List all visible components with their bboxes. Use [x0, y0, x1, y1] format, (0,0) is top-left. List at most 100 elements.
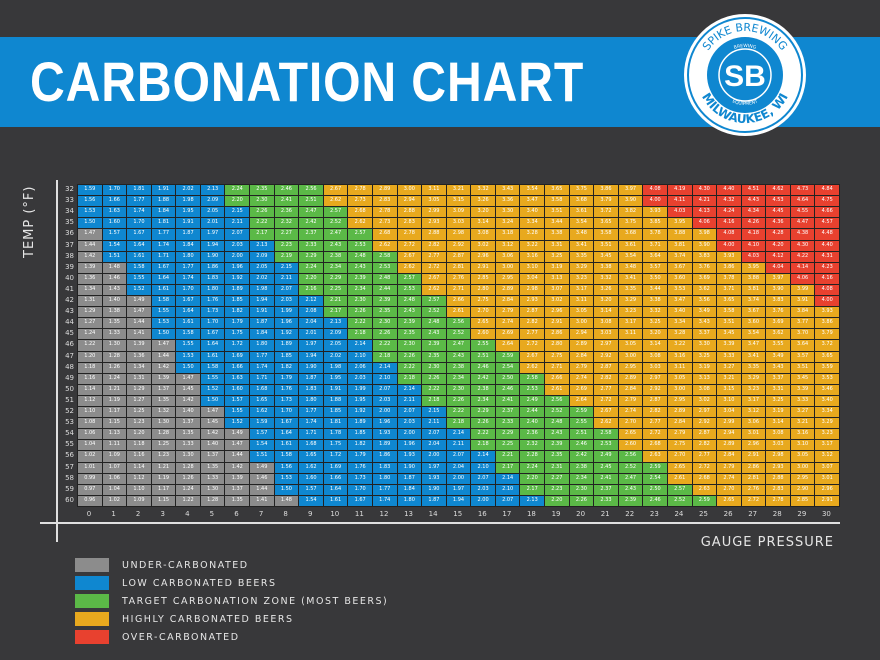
y-axis-line: [56, 180, 58, 542]
temperature-tick-label: 46: [65, 340, 74, 349]
pressure-tick-label: 10: [330, 510, 340, 518]
temperature-tick-label: 40: [65, 273, 74, 282]
temperature-tick-label: 36: [65, 229, 74, 238]
heatmap-cell: 1.48: [273, 494, 300, 507]
heatmap-cell: 1.35: [224, 494, 251, 507]
pressure-tick-label: 21: [600, 510, 610, 518]
legend-label: UNDER-CARBONATED: [122, 559, 249, 571]
legend-label: OVER-CARBONATED: [122, 631, 240, 643]
temperature-tick-label: 48: [65, 362, 74, 371]
temperature-tick-label: 41: [65, 284, 74, 293]
temperature-tick-label: 60: [65, 495, 74, 504]
pressure-tick-label: 13: [404, 510, 413, 518]
heatmap-cell: 2.72: [740, 494, 767, 507]
legend: UNDER-CARBONATED LOW CARBONATED BEERS TA…: [75, 556, 388, 646]
heatmap-cell: 1.54: [298, 494, 324, 507]
pressure-tick-label: 17: [502, 510, 512, 518]
temperature-tick-label: 47: [65, 351, 74, 360]
temperature-tick-label: 51: [65, 395, 74, 404]
svg-text:EQUIPMENT: EQUIPMENT: [731, 98, 759, 107]
pressure-tick-label: 23: [649, 510, 659, 518]
legend-item-target: TARGET CARBONATION ZONE (MOST BEERS): [75, 592, 388, 610]
pressure-tick-label: 30: [821, 510, 831, 518]
pressure-tick-label: 25: [699, 510, 708, 518]
temperature-tick-label: 50: [65, 384, 74, 393]
pressure-tick-label: 19: [551, 510, 561, 518]
temperature-tick-label: 45: [65, 329, 74, 338]
temperature-tick-label: 44: [65, 318, 74, 327]
heatmap-cell: 2.46: [642, 494, 668, 507]
heatmap-cell: 1.09: [126, 494, 152, 507]
heatmap-cell: 2.20: [544, 494, 570, 507]
pressure-tick-label: 27: [748, 510, 758, 518]
heatmap-cell: 4.40: [814, 239, 840, 252]
pressure-tick-label: 22: [625, 510, 635, 518]
temperature-tick-label: 37: [65, 240, 74, 249]
pressure-tick-label: 15: [453, 510, 463, 518]
pressure-tick-label: 7: [258, 510, 264, 518]
pressure-tick-label: 14: [428, 510, 438, 518]
page-title: CARBONATION CHART: [30, 50, 585, 113]
legend-swatch: [75, 630, 109, 644]
temperature-tick-label: 57: [65, 462, 74, 471]
legend-swatch: [75, 612, 109, 626]
heatmap-cell: 1.28: [199, 494, 226, 507]
pressure-tick-label: 2: [135, 510, 141, 518]
heatmap-cell: 1.67: [347, 494, 373, 507]
temperature-tick-label: 34: [65, 207, 74, 216]
heatmap-cell: 2.65: [716, 494, 742, 507]
temperature-tick-label: 58: [65, 473, 74, 482]
temperature-tick-label: 56: [65, 451, 74, 460]
heatmap-cell: 2.85: [789, 494, 816, 507]
heatmap-cell: 2.07: [494, 494, 521, 507]
temperature-tick-label: 38: [65, 251, 74, 260]
heatmap-cell: 0.96: [77, 494, 103, 507]
pressure-tick-label: 8: [283, 510, 288, 518]
temperature-tick-label: 42: [65, 296, 74, 305]
pressure-tick-label: 28: [772, 510, 782, 518]
heatmap-cell: 2.13: [519, 494, 546, 507]
svg-text:BREWING: BREWING: [733, 43, 757, 51]
heatmap-cell: 1.15: [150, 494, 177, 507]
heatmap-cell: 2.39: [617, 494, 644, 507]
heatmap-cell: 1.02: [101, 494, 128, 507]
heatmap-cell: 1.61: [322, 494, 349, 507]
temperature-tick-label: 53: [65, 418, 74, 427]
legend-label: HIGHLY CARBONATED BEERS: [122, 613, 294, 625]
pressure-tick-label: 20: [576, 510, 586, 518]
heatmap-cell: 2.91: [814, 494, 840, 507]
temperature-tick-label: 49: [65, 373, 74, 382]
pressure-tick-label: 29: [797, 510, 807, 518]
x-axis-line: [40, 522, 840, 524]
heatmap-cell: 2.26: [568, 494, 595, 507]
pressure-tick-label: 4: [185, 510, 190, 518]
pressure-tick-label: 11: [354, 510, 364, 518]
temperature-tick-label: 35: [65, 218, 74, 227]
y-axis-label: TEMP (°F): [22, 185, 37, 258]
temperature-tick-label: 32: [65, 185, 74, 193]
pressure-tick-label: 3: [160, 510, 165, 518]
pressure-tick-label: 1: [111, 510, 116, 518]
heatmap-cell: 2.59: [691, 494, 718, 507]
temperature-tick-label: 52: [65, 407, 74, 416]
temperature-tick-label: 33: [65, 196, 74, 205]
legend-item-low: LOW CARBONATED BEERS: [75, 574, 388, 592]
legend-label: LOW CARBONATED BEERS: [122, 577, 277, 589]
temperature-tick-label: 54: [65, 429, 74, 438]
x-axis-label: GAUGE PRESSURE: [700, 535, 834, 550]
heatmap-cell: 1.87: [421, 494, 447, 507]
heatmap-cell: 2.52: [666, 494, 693, 507]
legend-item-under: UNDER-CARBONATED: [75, 556, 388, 574]
pressure-tick-label: 18: [526, 510, 536, 518]
pressure-tick-label: 6: [234, 510, 239, 518]
heatmap-cell: 2.78: [765, 494, 791, 507]
spike-brewing-logo: SPIKE BREWING MILWAUKEE, WI BREWING EQUI…: [684, 14, 806, 136]
legend-swatch: [75, 594, 109, 608]
heatmap-cell: 4.66: [814, 206, 840, 219]
heatmap-cell: 1.94: [445, 494, 472, 507]
pressure-tick-label: 0: [86, 510, 92, 518]
pressure-tick-label: 26: [723, 510, 733, 518]
pressure-tick-label: 5: [209, 510, 215, 518]
legend-swatch: [75, 558, 109, 572]
carbonation-heatmap: 1.59 1.70 1.81 1.91 2.02 2.13 2.24 2.35 2.46 2.56…: [77, 184, 840, 507]
